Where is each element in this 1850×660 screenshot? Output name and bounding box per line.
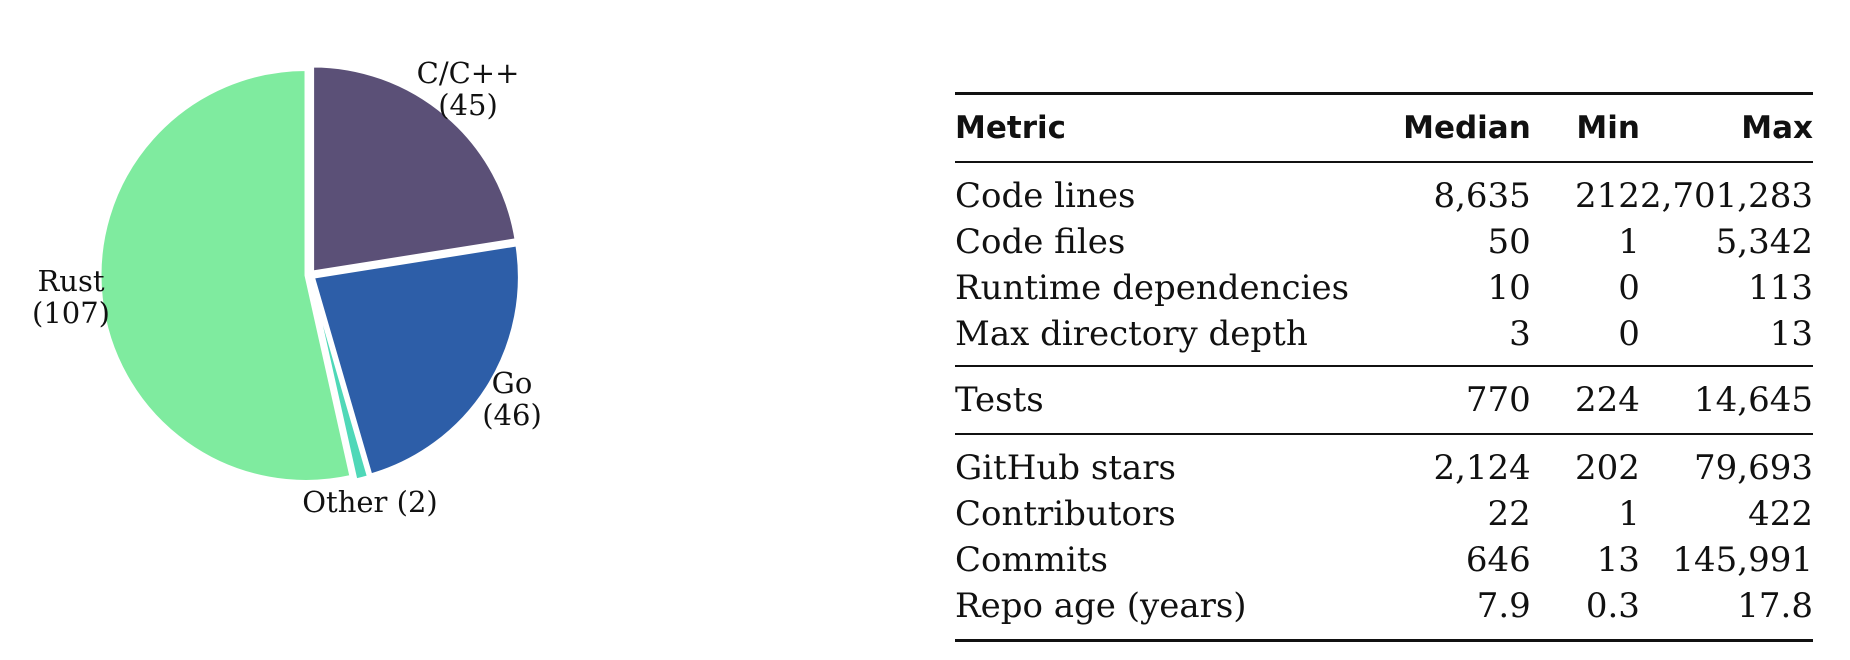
pie-count-label: (107) [32,296,110,330]
header-median: Median [1403,110,1531,146]
cell-max: 14,645 [1694,380,1813,420]
pie-label: Other (2) [302,485,437,519]
header-row: Metric Median Min Max [955,93,1813,162]
header-metric: Metric [955,110,1066,146]
cell-median: 22 [1487,494,1531,534]
cell-min: 224 [1575,380,1640,420]
table-row: Max directory depth 3 0 13 [955,311,1813,366]
pie-slice-c-c [311,64,518,274]
table-header: Metric Median Min Max [955,93,1813,162]
cell-median: 2,124 [1433,448,1531,488]
cell-metric: Repo age (years) [955,586,1247,626]
cell-min: 13 [1596,540,1640,580]
table-group-tests: Tests 770 224 14,645 [955,366,1813,434]
header-min: Min [1576,110,1640,146]
pie-label: Rust [37,264,104,298]
cell-median: 646 [1465,540,1531,580]
header-max: Max [1741,110,1813,146]
pie-slice-rust [98,67,353,483]
pie-slice-other-2 [309,278,371,482]
cell-max: 2,701,283 [1639,176,1813,216]
repo-stats-table: Metric Median Min Max Code lines 8,635 212… [955,92,1813,642]
cell-min: 1 [1618,222,1640,262]
table-row: Runtime dependencies 10 0 113 [955,265,1813,311]
table-group-code: Code lines 8,635 212 2,701,283 Code files 50 1… [955,162,1813,366]
cell-median: 770 [1465,380,1531,420]
cell-max: 145,991 [1672,540,1813,580]
language-pie-chart: C/C++ (45) Go (46) Other (2) Rust (107) [0,0,800,660]
pie-label: Go [492,366,533,400]
cell-metric: Commits [955,540,1108,580]
cell-max: 17.8 [1737,586,1813,626]
cell-metric: Contributors [955,494,1176,534]
cell-min: 1 [1618,494,1640,534]
cell-metric: GitHub stars [955,448,1176,488]
cell-max: 13 [1769,314,1813,354]
cell-median: 3 [1509,314,1531,354]
cell-median: 50 [1487,222,1531,262]
cell-median: 10 [1487,268,1531,308]
cell-median: 7.9 [1476,586,1531,626]
cell-metric: Max directory depth [955,314,1308,354]
cell-max: 422 [1748,494,1813,534]
cell-max: 79,693 [1694,448,1813,488]
table-row: Repo age (years) 7.9 0.3 17.8 [955,583,1813,641]
pie-label: C/C++ [417,56,520,90]
cell-max: 5,342 [1715,222,1813,262]
cell-min: 202 [1575,448,1640,488]
cell-metric: Tests [955,380,1044,420]
table-group-repo: GitHub stars 2,124 202 79,693 Contributors 22… [955,434,1813,641]
table-row: GitHub stars 2,124 202 79,693 [955,434,1813,491]
cell-min: 0 [1618,314,1640,354]
pie-count-label: (45) [438,88,498,122]
cell-min: 212 [1575,176,1640,216]
cell-metric: Code files [955,222,1126,262]
cell-metric: Runtime dependencies [955,268,1350,308]
cell-max: 113 [1748,268,1813,308]
table-row: Contributors 22 1 422 [955,491,1813,537]
cell-metric: Code lines [955,176,1136,216]
table-row: Tests 770 224 14,645 [955,366,1813,434]
pie-slice-go [311,243,521,477]
pie-count-label: (46) [482,398,542,432]
table-row: Code files 50 1 5,342 [955,219,1813,265]
cell-min: 0 [1618,268,1640,308]
cell-min: 0.3 [1585,586,1640,626]
table-row: Code lines 8,635 212 2,701,283 [955,162,1813,219]
table-row: Commits 646 13 145,991 [955,537,1813,583]
cell-median: 8,635 [1433,176,1531,216]
pie-chart-svg: C/C++(45) Go(46) Other (2) Rust(107) [32,56,542,519]
